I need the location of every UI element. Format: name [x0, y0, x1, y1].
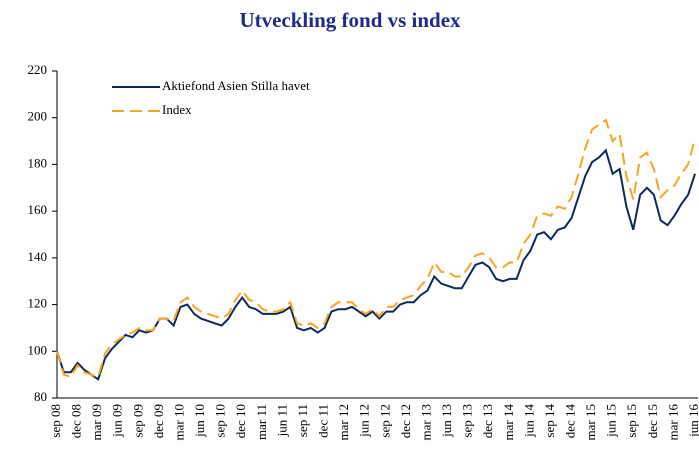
x-tick-label: sep 13	[460, 404, 475, 438]
x-tick-label: sep 12	[377, 404, 392, 438]
x-tick-label: dec 15	[645, 404, 660, 438]
series-line	[56, 118, 696, 379]
x-tick-label: mar 09	[89, 404, 104, 440]
y-tick-label: 140	[28, 249, 48, 264]
x-tick-label: sep 09	[130, 404, 145, 438]
x-tick-label: dec 11	[316, 404, 331, 438]
x-tick-label: jun 13	[439, 404, 454, 438]
y-tick-label: 220	[28, 62, 48, 77]
x-tick-label: dec 08	[69, 404, 84, 438]
x-tick-label: jun 11	[274, 404, 289, 437]
x-tick-label: jun 09	[110, 404, 125, 438]
x-tick-label: dec 10	[233, 404, 248, 438]
x-tick-label: mar 13	[418, 404, 433, 440]
x-tick-label: mar 15	[583, 404, 598, 440]
x-tick-label: sep 14	[542, 404, 557, 438]
x-tick-label: mar 12	[336, 404, 351, 440]
chart-title: Utveckling fond vs index	[239, 8, 461, 32]
x-tick-label: jun 16	[686, 404, 699, 438]
x-tick-label: dec 14	[563, 404, 578, 439]
x-tick-label: jun 10	[192, 404, 207, 438]
x-tick-label: mar 10	[171, 404, 186, 440]
y-tick-label: 200	[28, 109, 48, 124]
x-tick-label: jun 15	[604, 404, 619, 438]
x-tick-label: mar 14	[501, 404, 516, 441]
x-tick-label: sep 10	[213, 404, 228, 438]
x-tick-label: dec 09	[151, 404, 166, 438]
x-tick-label: dec 12	[398, 404, 413, 438]
x-tick-label: jun 12	[357, 404, 372, 438]
y-tick-label: 100	[28, 342, 48, 357]
y-tick-label: 80	[34, 389, 47, 404]
legend-label: Aktiefond Asien Stilla havet	[162, 78, 310, 93]
x-tick-label: sep 11	[295, 404, 310, 437]
x-tick-label: mar 16	[665, 404, 680, 441]
x-tick-label: dec 13	[480, 404, 495, 438]
legend-label: Index	[162, 102, 192, 117]
x-tick-label: jun 14	[521, 404, 536, 438]
x-tick-label: sep 15	[624, 404, 639, 438]
y-tick-label: 180	[28, 155, 48, 170]
series-line	[56, 148, 696, 381]
y-tick-label: 160	[28, 202, 48, 217]
x-tick-label: sep 08	[48, 404, 63, 438]
y-tick-label: 120	[28, 296, 48, 311]
x-tick-label: mar 11	[254, 404, 269, 440]
